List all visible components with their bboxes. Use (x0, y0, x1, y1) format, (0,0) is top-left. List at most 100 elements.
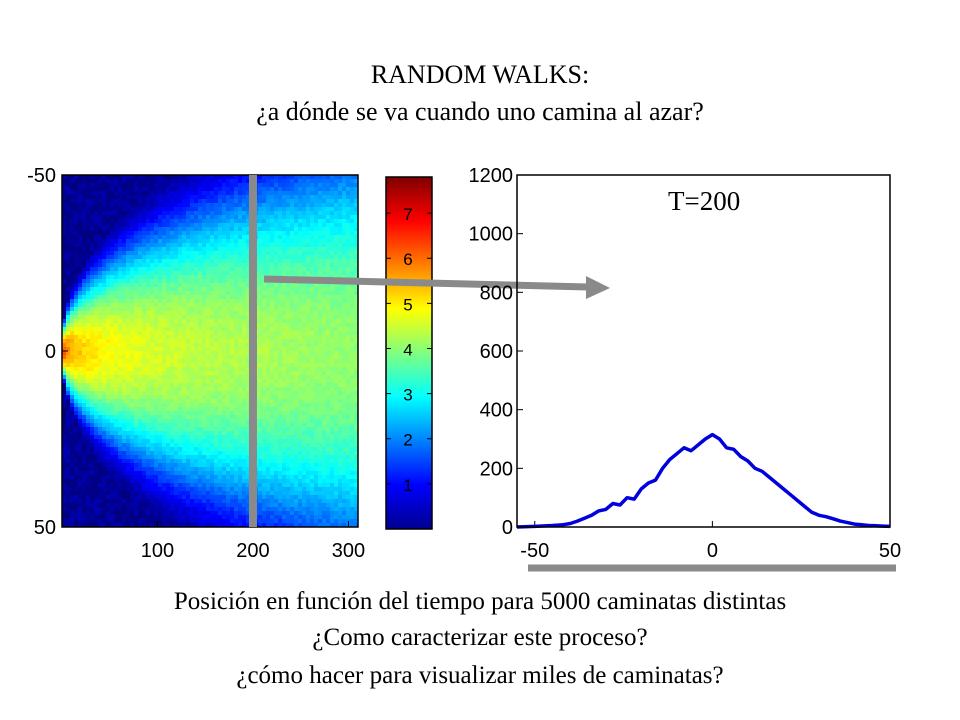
heatmap-cell (230, 467, 235, 472)
heatmap-cell (234, 407, 239, 412)
heatmap-cell (102, 419, 107, 424)
heatmap-cell (126, 331, 131, 336)
heatmap-cell (182, 463, 187, 468)
heatmap-cell (266, 351, 271, 356)
heatmap-cell (142, 363, 147, 368)
heatmap-cell (78, 387, 83, 392)
heatmap-cell (134, 347, 139, 352)
heatmap-cell (78, 379, 83, 384)
heatmap-cell (70, 475, 75, 480)
heatmap-cell (210, 343, 215, 348)
heatmap-cell (238, 203, 243, 208)
heatmap-cell (130, 371, 135, 376)
heatmap-cell (78, 419, 83, 424)
heatmap-cell (262, 459, 267, 464)
heatmap-cell (106, 263, 111, 268)
heatmap-cell (114, 251, 119, 256)
heatmap-cell (278, 355, 283, 360)
heatmap-cell (226, 255, 231, 260)
heatmap-cell (230, 307, 235, 312)
heatmap-cell (278, 459, 283, 464)
heatmap-cell (266, 327, 271, 332)
heatmap-cell (246, 459, 251, 464)
heatmap-cell (234, 391, 239, 396)
heatmap-cell (210, 371, 215, 376)
heatmap-cell (66, 479, 71, 484)
heatmap-cell (106, 291, 111, 296)
heatmap-cell (94, 411, 99, 416)
heatmap-cell (62, 395, 67, 400)
heatmap-cell (214, 183, 219, 188)
heatmap-cell (90, 203, 95, 208)
heatmap-cell (274, 319, 279, 324)
heatmap-cell (246, 419, 251, 424)
heatmap-cell (130, 343, 135, 348)
heatmap-cell (158, 519, 163, 524)
heatmap-cell (146, 479, 151, 484)
heatmap-cell (138, 259, 143, 264)
heatmap-cell (74, 399, 79, 404)
heatmap-cell (162, 379, 167, 384)
heatmap-cell (262, 407, 267, 412)
heatmap-cell (198, 219, 203, 224)
heatmap-cell (74, 303, 79, 308)
heatmap-cell (118, 263, 123, 268)
heatmap-cell (158, 235, 163, 240)
heatmap-cell (90, 335, 95, 340)
heatmap-cell (114, 223, 119, 228)
heatmap-cell (86, 523, 91, 528)
heatmap-cell (202, 183, 207, 188)
heatmap-cell (202, 507, 207, 512)
heatmap-cell (278, 175, 283, 180)
heatmap-cell (242, 339, 247, 344)
heatmap-cell (202, 291, 207, 296)
heatmap-cell (222, 343, 227, 348)
heatmap-cell (186, 203, 191, 208)
heatmap-cell (246, 331, 251, 336)
heatmap-cell (154, 379, 159, 384)
heatmap-cell (86, 359, 91, 364)
heatmap-cell (246, 219, 251, 224)
heatmap-cell (174, 239, 179, 244)
heatmap-cell (274, 403, 279, 408)
heatmap-cell (282, 403, 287, 408)
heatmap-cell (282, 231, 287, 236)
heatmap-cell (74, 251, 79, 256)
heatmap-cell (238, 339, 243, 344)
heatmap-cell (122, 207, 127, 212)
heatmap-cell (62, 207, 67, 212)
heatmap-cell (106, 443, 111, 448)
heatmap-cell (162, 239, 167, 244)
heatmap-cell (130, 411, 135, 416)
heatmap-cell (198, 179, 203, 184)
heatmap-cell (222, 187, 227, 192)
heatmap-cell (282, 235, 287, 240)
heatmap-cell (182, 483, 187, 488)
heatmap-cell (158, 275, 163, 280)
heatmap-cell (66, 191, 71, 196)
heatmap-cell (102, 519, 107, 524)
heatmap-cell (218, 235, 223, 240)
heatmap-cell (218, 271, 223, 276)
heatmap-cell (150, 431, 155, 436)
heatmap-cell (266, 347, 271, 352)
heatmap-cell (122, 299, 127, 304)
heatmap-cell (110, 355, 115, 360)
heatmap-cell (222, 499, 227, 504)
heatmap-cell (170, 347, 175, 352)
heatmap-cell (282, 367, 287, 372)
heatmap-cell (238, 179, 243, 184)
heatmap-cell (162, 363, 167, 368)
heatmap-cell (126, 287, 131, 292)
heatmap-cell (278, 379, 283, 384)
heatmap-cell (274, 339, 279, 344)
heatmap-cell (174, 275, 179, 280)
heatmap-cell (118, 423, 123, 428)
heatmap-cell (182, 207, 187, 212)
heatmap-cell (214, 235, 219, 240)
heatmap-cell (170, 471, 175, 476)
heatmap-cell (202, 339, 207, 344)
heatmap-cell (138, 319, 143, 324)
heatmap-cell (182, 427, 187, 432)
heatmap-cell (186, 215, 191, 220)
